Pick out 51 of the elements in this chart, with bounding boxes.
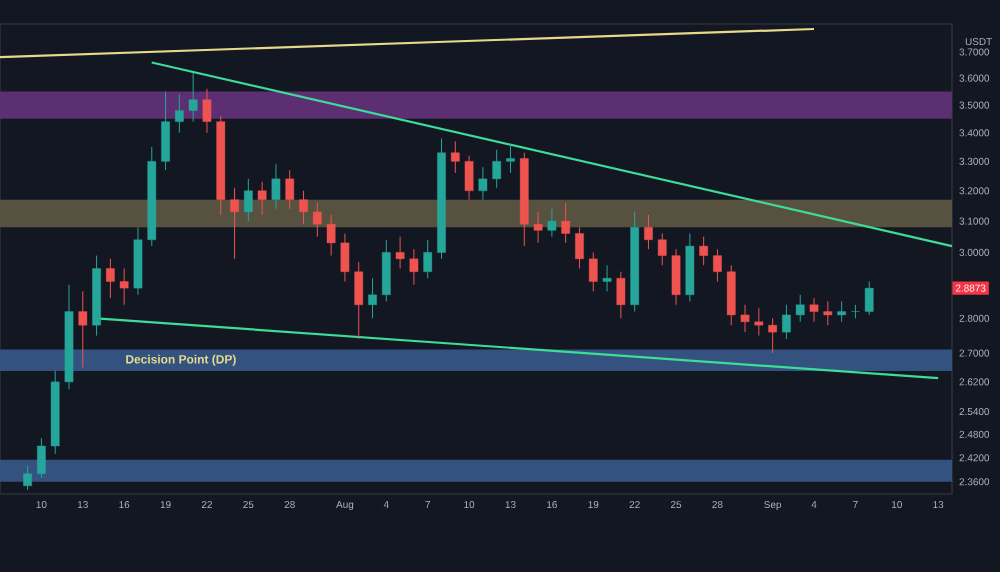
candlestick (188, 72, 198, 123)
candlestick (726, 264, 736, 326)
candlestick (506, 143, 515, 174)
candlestick (644, 214, 653, 250)
candlestick (671, 248, 681, 306)
candlestick (326, 214, 336, 257)
candlestick (740, 304, 750, 333)
candlestick (340, 233, 350, 283)
candlestick (299, 190, 308, 225)
candlestick (561, 202, 571, 244)
candlestick (161, 91, 170, 171)
candlestick (313, 202, 322, 238)
candlestick (588, 251, 598, 292)
candlestick (409, 248, 419, 286)
candlestick (478, 166, 488, 201)
candlestick (823, 300, 833, 326)
candlestick (37, 437, 46, 479)
candlestick (547, 208, 557, 238)
candlestick (575, 226, 584, 269)
candlestick (782, 304, 791, 340)
candlestick (257, 181, 267, 216)
candlestick (202, 88, 212, 134)
candlestick (464, 155, 474, 201)
candlestick (106, 258, 115, 299)
candlestick (395, 236, 405, 269)
candlestick (271, 163, 281, 210)
candlestick (602, 264, 612, 292)
candlestick (285, 169, 295, 210)
candlestick (809, 297, 819, 323)
candlestick (354, 261, 364, 340)
candlestick (768, 317, 777, 354)
candlestick (230, 187, 239, 260)
candlestick (657, 233, 667, 266)
candlestick (119, 267, 129, 306)
candlestick (864, 281, 874, 316)
candlestick (423, 239, 433, 279)
candlestick (754, 307, 764, 337)
candlestick (175, 93, 184, 134)
candlestick (23, 465, 32, 491)
candlestick (78, 290, 88, 368)
candlestick (368, 277, 377, 319)
candlestick (616, 271, 626, 319)
candlestick (837, 300, 846, 323)
candlestick (713, 248, 722, 283)
candlestick (795, 294, 805, 323)
candlestick (381, 239, 391, 302)
candlestick (699, 236, 708, 266)
candlestick (492, 149, 502, 189)
candlestick (244, 178, 253, 222)
candlestick (533, 211, 543, 244)
candlestick (450, 140, 460, 174)
